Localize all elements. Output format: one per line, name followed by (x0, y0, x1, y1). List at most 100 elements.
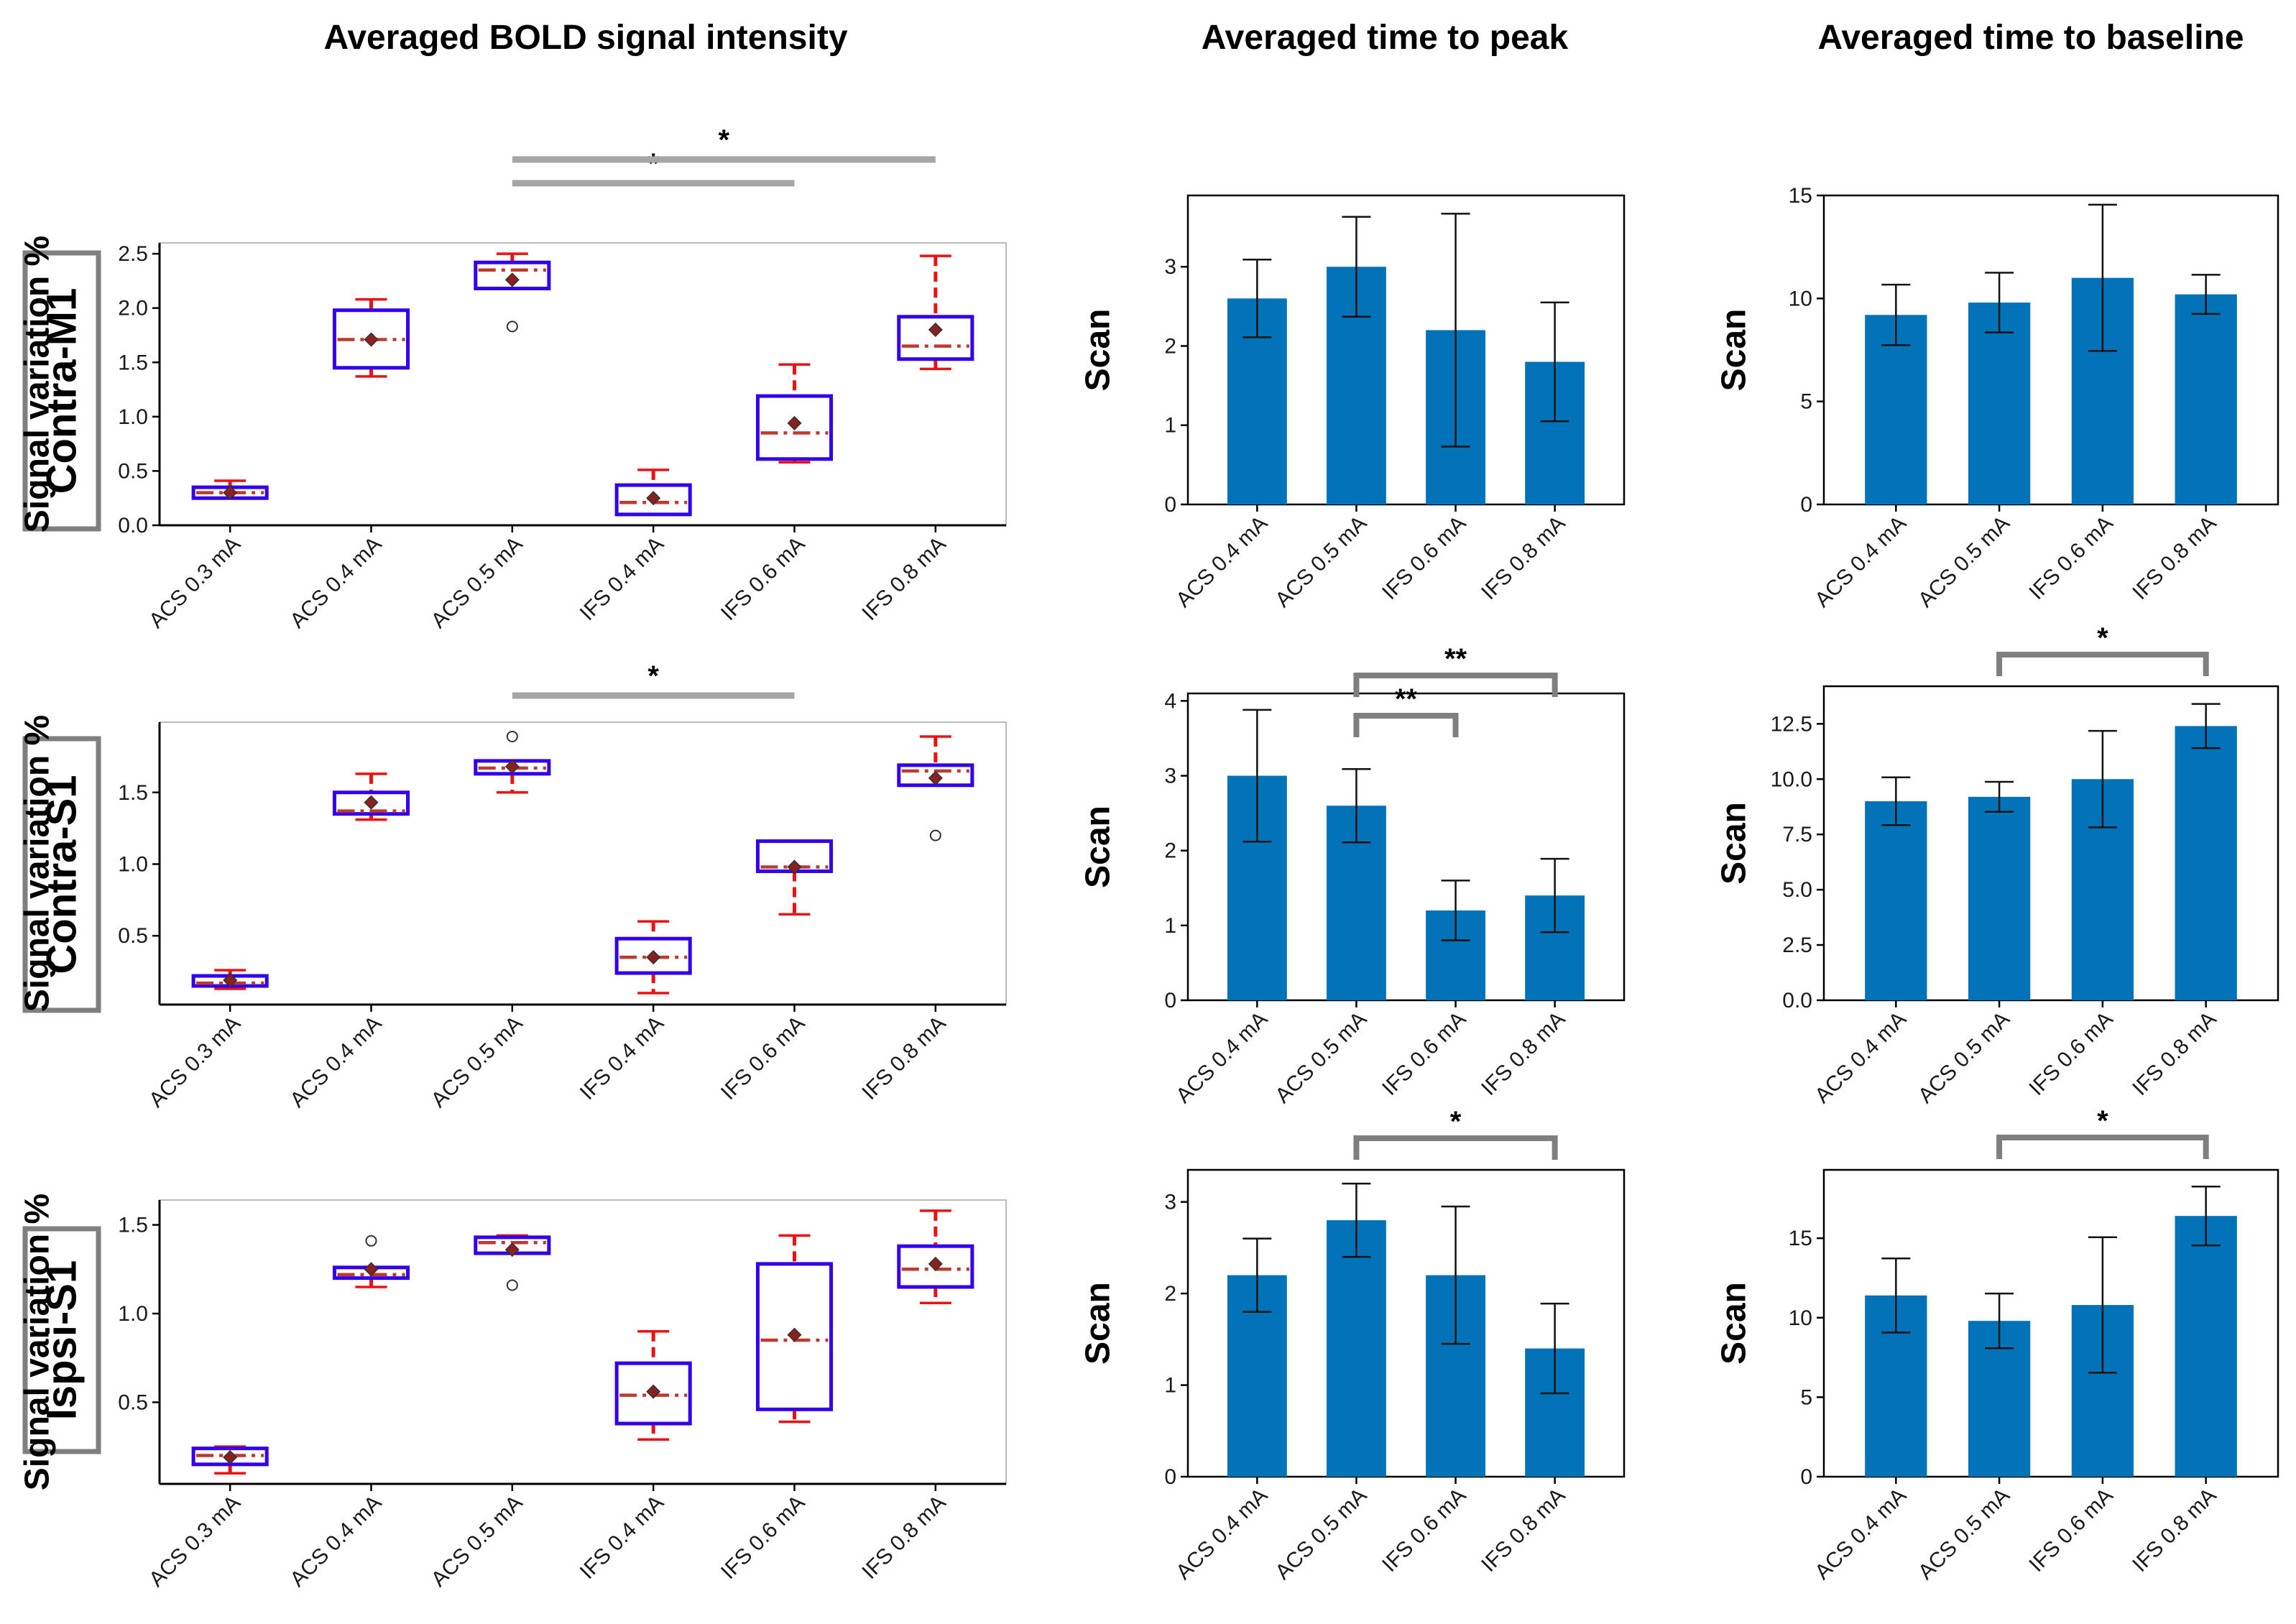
box-outlier (365, 1235, 377, 1247)
chart-panels: 0.0 0.5 1.0 1.5 2.0 2.5 Signal variation % ACS … (19, 124, 2279, 1592)
significance-bracket (1996, 1135, 2209, 1159)
x-tick-label: ACS 0.4 mA (1810, 512, 1911, 612)
y-tick-label: 10 (1789, 287, 1812, 310)
bar (2175, 1216, 2237, 1477)
x-tick-label: IFS 0.8 mA (2128, 512, 2221, 604)
chart-panel-bold_is1: 0.5 1.0 1.5 Signal variation % ACS 0.3 mA ACS… (19, 1194, 1007, 1592)
significance-star: * (647, 660, 659, 692)
significance-bracket (1353, 673, 1558, 697)
x-tick-label: IFS 0.4 mA (576, 1012, 668, 1104)
box-mean-marker (787, 415, 802, 430)
y-tick-label: 1.5 (118, 351, 148, 374)
x-tick-label: IFS 0.4 mA (576, 532, 668, 625)
bar (1865, 801, 1927, 1000)
y-axis-label: Signal variation % (19, 236, 57, 532)
x-tick-label: IFS 0.4 mA (576, 1491, 668, 1584)
bar (1865, 315, 1927, 504)
y-tick-label: 0 (1800, 493, 1812, 517)
row-label-contra-s1: Contra-S1 (39, 775, 86, 974)
plot-frame (159, 721, 1007, 1005)
y-tick-label: 1.0 (118, 852, 148, 876)
y-tick-label: 5 (1800, 390, 1812, 414)
y-tick-label: 5 (1800, 1385, 1812, 1409)
y-tick-label: 12.5 (1771, 712, 1812, 736)
box-mean-marker (787, 1327, 802, 1342)
plot-frame (159, 1199, 1007, 1485)
box-mean-marker (223, 485, 238, 500)
x-tick-label: ACS 0.5 mA (1914, 1484, 2014, 1584)
y-tick-label: 0 (1164, 989, 1176, 1012)
x-tick-label: IFS 0.6 mA (2024, 1484, 2117, 1577)
y-tick-label: 1.5 (118, 781, 148, 805)
x-tick-label: ACS 0.5 mA (1271, 512, 1371, 612)
x-tick-label: IFS 0.8 mA (1477, 1007, 1569, 1100)
significance-star: * (719, 124, 730, 156)
box-mean-marker (928, 322, 943, 337)
y-axis-label: Scan (1715, 1282, 1753, 1365)
y-tick-label: 0.5 (118, 924, 148, 948)
box-mean-marker (504, 759, 520, 774)
y-axis-label: Scan (1079, 309, 1117, 392)
significance-bracket (1996, 652, 2209, 676)
plot-frame (1822, 1168, 2279, 1478)
x-tick-label: IFS 0.6 mA (2024, 1007, 2117, 1100)
plot-frame (1822, 194, 2279, 506)
row-labels: Contra-M1 Contra-S1 Ispsi-S1 (22, 250, 101, 1454)
y-tick-label: 15 (1789, 184, 1812, 208)
x-tick-label: IFS 0.6 mA (716, 532, 809, 625)
box-mean-marker (364, 795, 379, 810)
x-tick-label: IFS 0.8 mA (1477, 1484, 1569, 1577)
y-tick-label: 3 (1164, 765, 1176, 788)
x-tick-label: ACS 0.5 mA (427, 1012, 527, 1112)
x-tick-label: ACS 0.4 mA (1810, 1007, 1911, 1108)
x-tick-label: IFS 0.8 mA (2128, 1484, 2221, 1577)
x-tick-label: IFS 0.8 mA (857, 1012, 950, 1104)
x-tick-label: IFS 0.6 mA (1378, 1007, 1470, 1100)
box-mean-marker (787, 859, 802, 875)
x-tick-label: IFS 0.6 mA (716, 1491, 809, 1584)
chart-panel-ttb_m1: 0 5 10 15 Scan ACS 0.4 mA ACS 0.5 mA IFS 0.6 mA… (1715, 184, 2279, 612)
plot-frame (1186, 692, 1626, 1002)
y-tick-label: 3 (1164, 1191, 1176, 1214)
y-tick-label: 2 (1164, 334, 1176, 358)
box-mean-marker (928, 770, 943, 785)
box-mean-marker (646, 491, 661, 506)
bar (1968, 303, 2031, 504)
bar (2175, 294, 2237, 504)
significance-star: * (2097, 622, 2108, 654)
chart-panel-bold_s1: 0.5 1.0 1.5 Signal variation % ACS 0.3 mA ACS… (19, 660, 1007, 1112)
x-tick-label: ACS 0.4 mA (1810, 1484, 1911, 1584)
x-tick-label: IFS 0.6 mA (2024, 512, 2117, 604)
column-title-bold: Averaged BOLD signal intensity (323, 19, 847, 57)
y-axis-label: Scan (1079, 1282, 1117, 1365)
x-tick-label: ACS 0.3 mA (144, 1012, 245, 1112)
x-tick-label: ACS 0.4 mA (1171, 1484, 1272, 1584)
box-mean-marker (504, 272, 520, 287)
box-mean-marker (504, 1242, 520, 1258)
y-tick-label: 1.5 (118, 1214, 148, 1237)
y-axis-label: Scan (1715, 802, 1753, 885)
x-tick-label: ACS 0.5 mA (427, 532, 527, 633)
y-tick-label: 2.0 (118, 297, 148, 320)
y-axis-label: Scan (1079, 806, 1117, 888)
x-tick-label: ACS 0.5 mA (1271, 1484, 1371, 1584)
y-tick-label: 0.5 (118, 1390, 148, 1414)
box (474, 260, 551, 290)
y-tick-label: 0.0 (118, 514, 148, 538)
significance-star: * (647, 148, 659, 180)
bar (1968, 796, 2031, 1000)
bar (2175, 726, 2237, 1000)
y-tick-label: 10.0 (1771, 767, 1812, 791)
box-outlier (506, 730, 518, 742)
plot-frame (1186, 1168, 1626, 1478)
y-tick-label: 0 (1164, 493, 1176, 517)
box-mean-marker (364, 332, 379, 347)
y-tick-label: 1.0 (118, 405, 148, 429)
x-tick-label: ACS 0.4 mA (1171, 1007, 1272, 1108)
chart-panel-ttb_s1: 0.0 2.5 5.0 7.5 10.0 12.5 Scan ACS 0.4 mA ACS 0.… (1715, 622, 2279, 1108)
column-title-time-to-baseline: Averaged time to baseline (1817, 19, 2244, 57)
y-tick-label: 1 (1164, 914, 1176, 938)
